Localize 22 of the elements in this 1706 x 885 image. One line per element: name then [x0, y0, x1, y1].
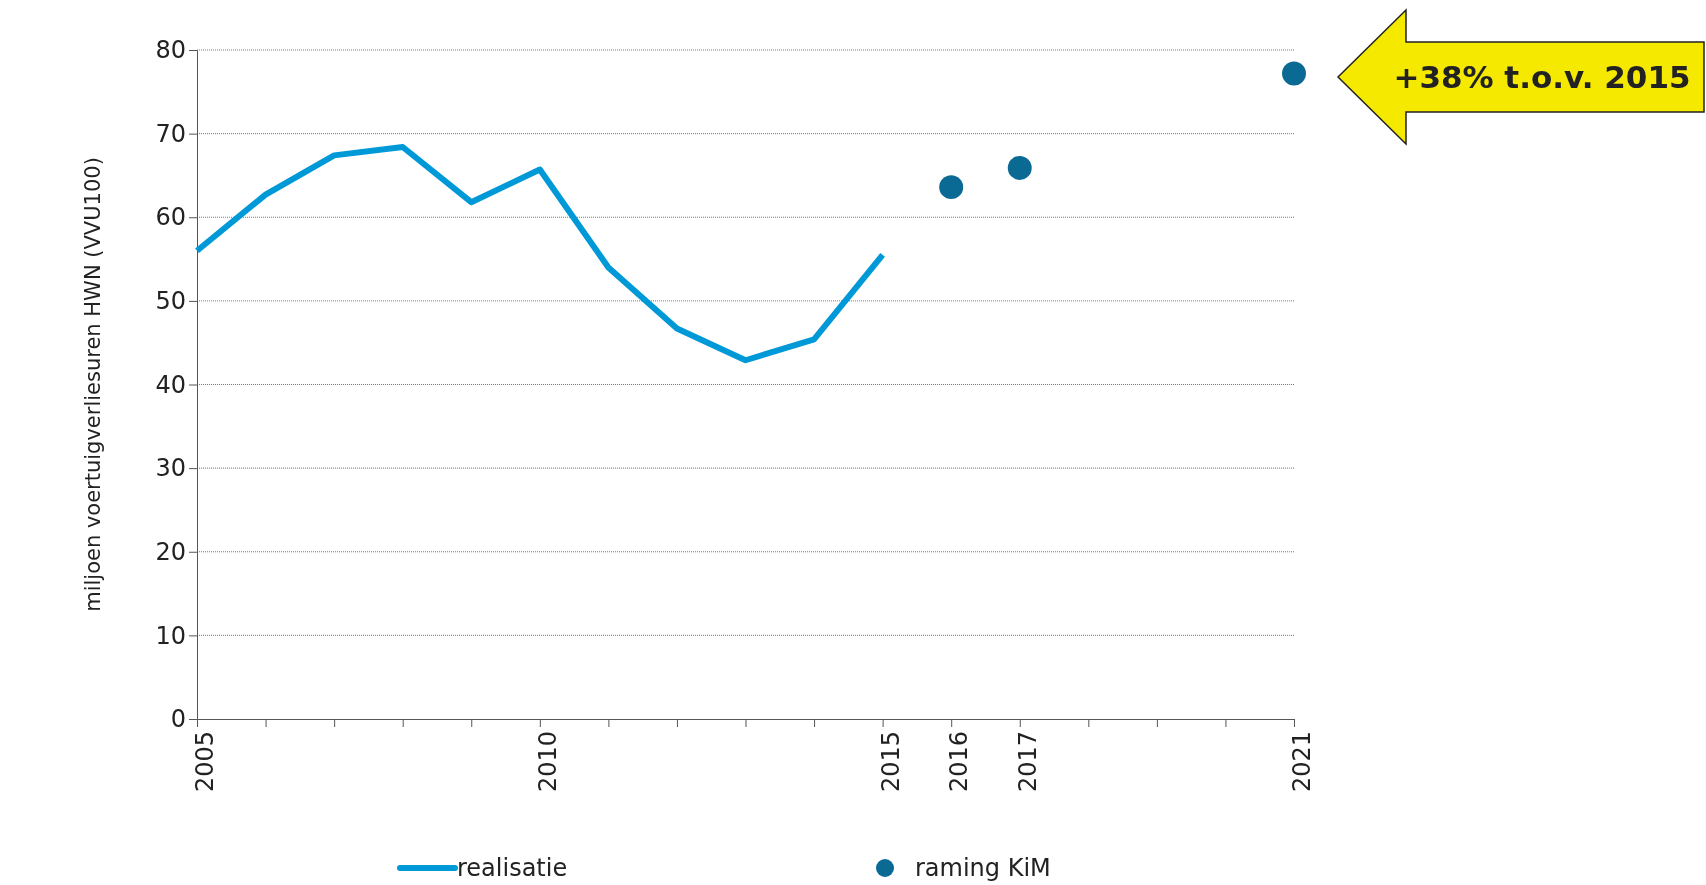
text: +38% t.o.v. 2015	[1393, 58, 1691, 95]
y-axis-title: miljoen voertuigverliesuren HWN (VVU100)	[81, 157, 105, 612]
y-tick-label: 70	[155, 119, 186, 148]
y-tick-label: 20	[155, 537, 186, 566]
x-tick-label: 2017	[1013, 731, 1042, 793]
point	[1007, 155, 1032, 180]
legend-label: raming KiM	[915, 854, 1051, 883]
legend-label: realisatie	[457, 854, 568, 883]
x-tick-label: 2005	[190, 731, 219, 793]
y-tick-label: 30	[155, 454, 186, 483]
x-tick-label: 2021	[1287, 731, 1316, 793]
x-tick-label: 2016	[945, 731, 974, 793]
y-tick-label: 40	[155, 370, 186, 399]
point	[939, 175, 964, 200]
y-tick-label: 10	[155, 621, 186, 650]
y-tick-label: 0	[170, 705, 186, 734]
point	[1282, 61, 1306, 86]
y-tick-label: 60	[155, 203, 186, 232]
x-tick-label: 2015	[876, 731, 905, 793]
x-tick-label: 2010	[533, 731, 562, 793]
y-tick-label: 80	[155, 36, 186, 65]
y-tick-label: 50	[155, 287, 186, 316]
